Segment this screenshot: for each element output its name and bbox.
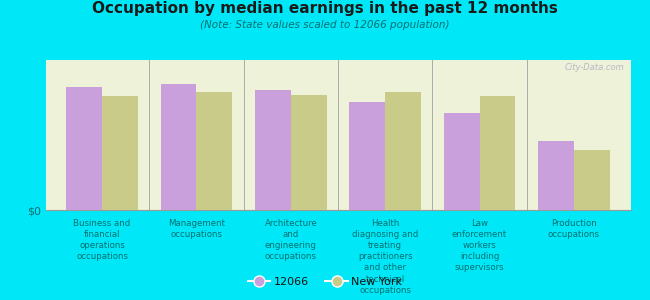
Text: Health
diagnosing and
treating
practitioners
and other
technical
occupations: Health diagnosing and treating practitio…	[352, 219, 419, 295]
Bar	[66, 87, 102, 210]
Bar	[196, 92, 232, 210]
Bar	[538, 141, 574, 210]
Text: Law
enforcement
workers
including
supervisors: Law enforcement workers including superv…	[452, 219, 507, 272]
Bar	[574, 150, 610, 210]
Text: Business and
financial
operations
occupations: Business and financial operations occupa…	[73, 219, 131, 261]
Bar	[102, 96, 138, 210]
Bar	[161, 84, 196, 210]
Text: Management
occupations: Management occupations	[168, 219, 225, 239]
Text: Occupation by median earnings in the past 12 months: Occupation by median earnings in the pas…	[92, 2, 558, 16]
Bar	[255, 90, 291, 210]
Text: Architecture
and
engineering
occupations: Architecture and engineering occupations	[265, 219, 317, 261]
Bar	[291, 94, 327, 210]
Bar	[444, 112, 480, 210]
Text: City-Data.com: City-Data.com	[565, 63, 625, 72]
Legend: 12066, New York: 12066, New York	[244, 273, 406, 291]
Bar	[349, 102, 385, 210]
Text: Production
occupations: Production occupations	[548, 219, 600, 239]
Bar	[480, 96, 515, 210]
Bar	[385, 92, 421, 210]
Text: (Note: State values scaled to 12066 population): (Note: State values scaled to 12066 popu…	[200, 20, 450, 29]
